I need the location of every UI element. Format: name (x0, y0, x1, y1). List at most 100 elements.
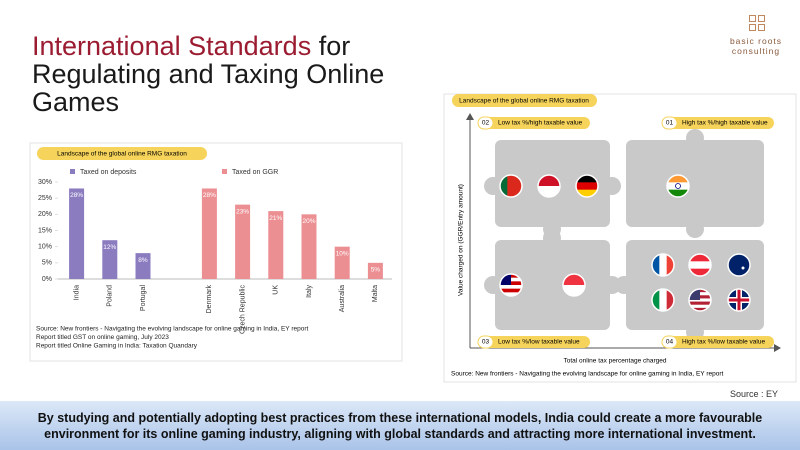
value-label: 23% (236, 208, 249, 215)
flag-stripe (538, 175, 560, 187)
flag-ring (562, 273, 586, 297)
flag (689, 289, 711, 311)
matrix-y-label: Value charged on (GGR/Entry amount) (458, 184, 465, 296)
flag-stripe (728, 254, 750, 276)
quadrant-number: 01 (666, 120, 674, 127)
flag (652, 254, 674, 276)
flag-stripe (689, 307, 711, 311)
value-label: 8% (138, 257, 148, 264)
y-tick-label: 0% (42, 276, 52, 283)
x-tick-label: Australia (339, 285, 346, 312)
flag-ring (499, 174, 523, 198)
flag (538, 175, 560, 197)
quadrant-number-box (661, 335, 678, 349)
quadrant-number: 04 (666, 339, 674, 346)
chart-source: Report titled GST on online gaming, July… (36, 334, 169, 341)
flag-stripe (689, 298, 711, 303)
flag-stripe (689, 301, 711, 306)
flag-stripe (500, 292, 522, 296)
matrix-source: Source: New frontiers - Navigating the e… (451, 371, 724, 378)
bar (135, 253, 151, 279)
bar (201, 188, 217, 279)
banner: By studying and potentially adopting bes… (0, 401, 800, 450)
quadrant-number-box (477, 116, 494, 130)
matrix-title: Landscape of the global online RMG taxat… (459, 98, 589, 105)
y-tick-label: 30% (38, 179, 52, 186)
bar-chart: 0% 5% 10% 15% 20% 25% 30% Taxed on deposits Taxe… (36, 169, 383, 350)
logo-icon (749, 15, 765, 31)
legend-label: Taxed on deposits (80, 169, 137, 176)
value-label: 5% (371, 267, 381, 274)
quadrant-number-box (661, 116, 678, 130)
flag (728, 289, 750, 311)
quadrant-number-box (477, 335, 494, 349)
quadrant-label: High tax %/low taxable value (682, 339, 765, 346)
flag-stripe (563, 285, 585, 296)
value-label: 10% (336, 250, 349, 257)
x-tick-label: Denmark (206, 285, 213, 314)
flag-stripe (576, 189, 598, 197)
flag-stripe (500, 288, 522, 293)
flag-ring (727, 253, 751, 277)
slide-title: International Standards for Regulating a… (32, 32, 412, 116)
flag-stripe (667, 189, 689, 197)
flag-stripe (667, 182, 689, 191)
y-tick-label: 20% (38, 211, 52, 218)
flag-stripe (689, 304, 711, 309)
value-label: 20% (302, 218, 315, 225)
flag (576, 175, 598, 197)
chart-title-pill (37, 147, 207, 160)
flags (499, 174, 751, 312)
quadrant-pill (662, 117, 774, 129)
legend-label: Taxed on GGR (232, 169, 278, 176)
legend-swatch (70, 169, 75, 174)
flag-stripe (500, 175, 508, 197)
x-tick-label: India (73, 285, 80, 300)
flag (689, 254, 711, 276)
flag-ring (575, 174, 599, 198)
chart-source: Report titled Online Gaming in India: Ta… (36, 343, 198, 350)
y-tick-label: 5% (42, 260, 52, 267)
value-label: 21% (269, 215, 282, 222)
flag-ring (727, 288, 751, 312)
flag-ring (651, 288, 675, 312)
chart-source: Source: New frontiers - Navigating the e… (36, 326, 309, 333)
bar (69, 188, 85, 279)
y-tick-label: 25% (38, 195, 52, 202)
flag-stripe (659, 254, 668, 276)
matrix-x-label: Total online tax percentage charged (564, 358, 667, 365)
quadrant-number: 03 (482, 339, 490, 346)
bar (235, 204, 251, 279)
bar (367, 262, 383, 279)
y-arrow-head (466, 113, 474, 120)
bar (268, 211, 284, 279)
flag-stripe (500, 285, 522, 290)
flag (563, 274, 585, 296)
value-label: 28% (70, 192, 83, 199)
flag-ring (651, 253, 675, 277)
flag-cross (737, 289, 741, 311)
quadrant-label: Low tax %/high taxable value (498, 120, 583, 127)
flag-stripe (563, 274, 585, 286)
value-label: 12% (103, 244, 116, 251)
flag-stripe (666, 289, 674, 311)
y-tick-label: 10% (38, 244, 52, 251)
x-tick-label: Portugal (140, 285, 147, 312)
flag (500, 175, 522, 197)
logo-text: basic roots consulting (729, 36, 783, 56)
quadrant-number: 02 (482, 120, 490, 127)
flag-stripe (659, 289, 668, 311)
flag-ring (537, 174, 561, 198)
flag-ring (688, 288, 712, 312)
bar (102, 240, 118, 279)
flag-stripe (689, 254, 711, 262)
quadrant-pill (478, 117, 590, 129)
bar (301, 214, 317, 279)
flag-canton (689, 289, 700, 300)
chart-title: Landscape of the global online RMG taxat… (57, 151, 187, 158)
flag-stripe (689, 268, 711, 276)
y-tick-label: 15% (38, 227, 52, 234)
flag-stripe (576, 182, 598, 191)
bar (334, 246, 350, 279)
